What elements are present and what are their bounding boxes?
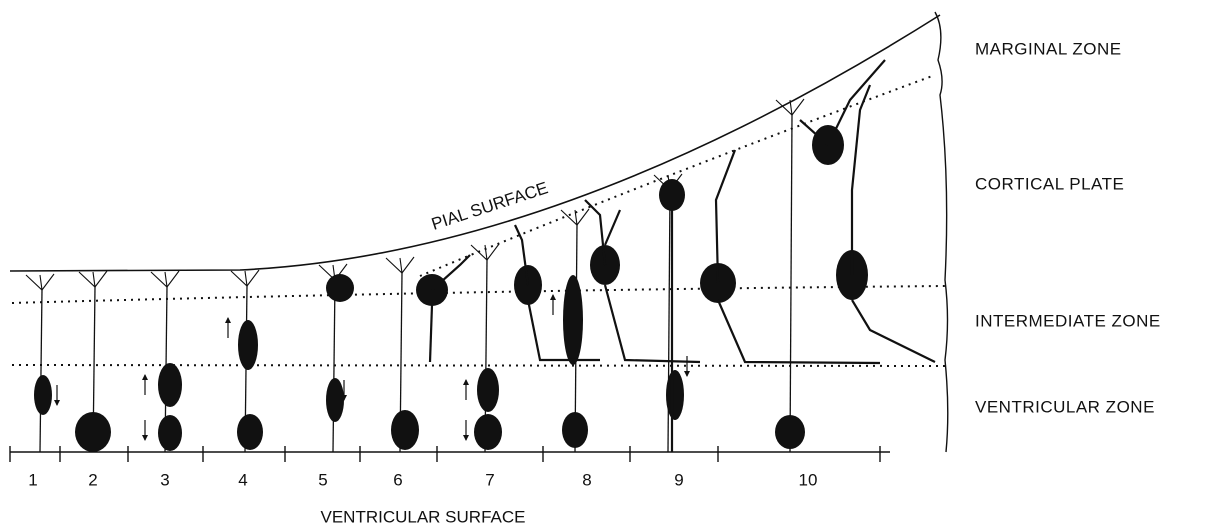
neuron bbox=[158, 363, 182, 407]
neuron bbox=[775, 415, 805, 449]
neuron bbox=[563, 275, 583, 365]
neuron bbox=[391, 410, 419, 450]
end-foot bbox=[150, 270, 180, 288]
stage-label: 1 bbox=[28, 470, 37, 489]
process bbox=[514, 224, 530, 286]
pial-label: PIAL SURFACE bbox=[429, 178, 550, 234]
neuron bbox=[75, 412, 111, 452]
zone-label: CORTICAL PLATE bbox=[975, 174, 1124, 193]
stage-label: 9 bbox=[674, 470, 683, 489]
zone-label: INTERMEDIATE ZONE bbox=[975, 311, 1161, 330]
process bbox=[716, 299, 881, 365]
neuron bbox=[477, 368, 499, 412]
end-foot bbox=[385, 256, 415, 274]
end-foot bbox=[775, 98, 805, 116]
end-foot bbox=[25, 273, 55, 291]
process bbox=[526, 299, 600, 362]
ventricular-boundary bbox=[11, 364, 946, 367]
neuron bbox=[666, 370, 684, 420]
process bbox=[714, 149, 737, 284]
process bbox=[584, 199, 607, 266]
neuron bbox=[326, 378, 344, 422]
arrow-head bbox=[684, 371, 690, 377]
end-foot bbox=[230, 269, 260, 287]
process bbox=[603, 209, 622, 246]
process bbox=[827, 59, 886, 146]
zone-label: MARGINAL ZONE bbox=[975, 39, 1122, 58]
stage-label: 4 bbox=[238, 470, 247, 489]
neuron bbox=[158, 415, 182, 451]
stage-label: 8 bbox=[582, 470, 591, 489]
arrow-head bbox=[550, 294, 556, 300]
arrow-head bbox=[463, 435, 469, 441]
process bbox=[428, 304, 434, 363]
process bbox=[851, 299, 936, 363]
stage-label: 10 bbox=[799, 470, 818, 489]
intermediate-boundary bbox=[11, 285, 946, 304]
pial-surface bbox=[9, 14, 941, 272]
end-foot bbox=[78, 270, 108, 288]
neuron bbox=[474, 414, 502, 450]
arrow-head bbox=[341, 395, 347, 401]
cortical-boundary bbox=[419, 74, 936, 277]
process bbox=[850, 84, 872, 275]
neuron bbox=[238, 320, 258, 370]
arrow-head bbox=[142, 435, 148, 441]
stage-label: 2 bbox=[88, 470, 97, 489]
end-foot bbox=[470, 243, 500, 261]
stage-label: 6 bbox=[393, 470, 402, 489]
process bbox=[799, 119, 829, 146]
zone-label: VENTRICULAR ZONE bbox=[975, 397, 1155, 416]
stage-label: 7 bbox=[485, 470, 494, 489]
arrow-head bbox=[142, 374, 148, 380]
radial-fiber bbox=[39, 289, 43, 453]
neuron bbox=[34, 375, 52, 415]
zone-bracket bbox=[934, 11, 949, 453]
arrow-head bbox=[463, 379, 469, 385]
end-foot bbox=[560, 208, 590, 226]
process bbox=[603, 284, 701, 364]
bottom-label: VENTRICULAR SURFACE bbox=[321, 507, 526, 526]
arrow-head bbox=[54, 400, 60, 406]
neuron bbox=[326, 274, 354, 302]
radial-fiber bbox=[789, 114, 793, 453]
stage-label: 3 bbox=[160, 470, 169, 489]
neuron bbox=[237, 414, 263, 450]
arrow-head bbox=[225, 317, 231, 323]
stage-label: 5 bbox=[318, 470, 327, 489]
neuron bbox=[562, 412, 588, 448]
radial-fiber bbox=[332, 279, 336, 453]
neuron bbox=[659, 179, 685, 211]
process bbox=[431, 254, 471, 291]
